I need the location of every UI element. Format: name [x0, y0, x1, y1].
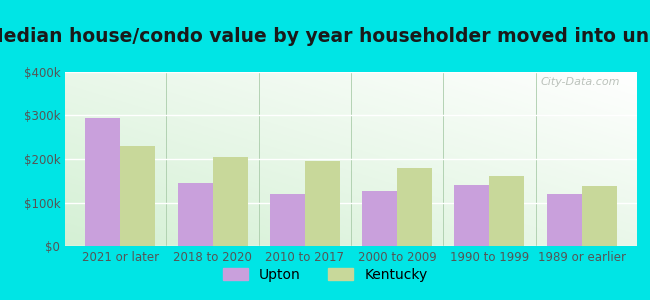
Bar: [305, 161, 340, 246]
Legend: Upton, Kentucky: Upton, Kentucky: [217, 262, 433, 287]
Bar: [270, 194, 305, 246]
Bar: [362, 191, 397, 246]
Text: City-Data.com: City-Data.com: [540, 77, 620, 87]
Bar: [397, 168, 432, 246]
Bar: [120, 146, 155, 246]
Bar: [547, 194, 582, 246]
Bar: [177, 183, 213, 246]
Bar: [85, 118, 120, 246]
Bar: [213, 157, 248, 246]
Text: Median house/condo value by year householder moved into unit: Median house/condo value by year househo…: [0, 27, 650, 46]
Bar: [582, 186, 617, 246]
Bar: [489, 176, 525, 246]
Bar: [454, 185, 489, 246]
